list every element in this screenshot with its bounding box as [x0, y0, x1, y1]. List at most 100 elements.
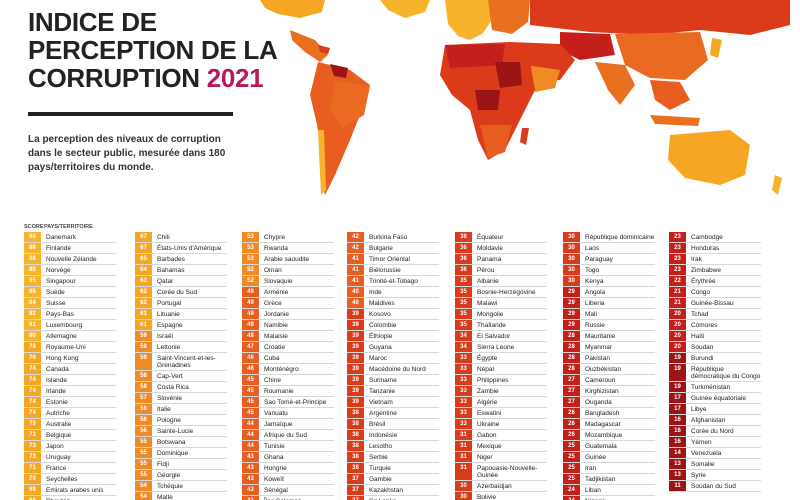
country-cell: Somalie: [691, 460, 715, 468]
table-row: 23 Honduras: [669, 243, 761, 254]
country-cell: Sainte-Lucie: [157, 427, 194, 435]
table-row: 25 Guinée: [563, 452, 655, 463]
score-cell: 26: [563, 419, 580, 429]
map-region-north-america: [260, 0, 325, 18]
score-cell: 17: [669, 393, 686, 403]
table-row: 44 Tunisie: [242, 441, 334, 452]
table-row: 46 Cuba: [242, 353, 334, 364]
table-row: 38 Indonésie: [347, 430, 439, 441]
country-cell: Nigeria: [580, 496, 655, 500]
table-row: 84 Suisse: [24, 298, 116, 309]
table-row: 24 Liban: [563, 485, 655, 496]
score-cell: 38: [347, 430, 364, 440]
table-row: 39 Éthiopie: [347, 331, 439, 342]
table-row: 39 Tanzanie: [347, 386, 439, 397]
country-cell: Suisse: [46, 299, 66, 307]
country-cell: France: [46, 464, 67, 472]
country-cell: Lituanie: [157, 310, 180, 318]
country-cell: Burkina Faso: [369, 233, 408, 241]
table-row: 26 Mozambique: [563, 430, 655, 441]
score-cell: 57: [135, 393, 152, 403]
country-cell: Algérie: [477, 398, 498, 406]
score-cell: 28: [563, 331, 580, 341]
table-header-spacer: [242, 222, 334, 232]
table-row: 85 Norvège: [24, 265, 116, 276]
score-cell: 65: [135, 254, 152, 264]
table-row: 27 Ouganda: [563, 397, 655, 408]
table-row: 36 Pérou: [455, 265, 547, 276]
table-row: 59 Israël: [135, 331, 227, 342]
score-cell: 38: [347, 419, 364, 429]
table-row: 54 Malte: [135, 492, 227, 500]
country-cell: Égypte: [477, 354, 498, 362]
score-cell: 73: [24, 441, 41, 451]
table-row: 30 Kenya: [563, 276, 655, 287]
score-cell: 30: [563, 232, 580, 242]
map-region-caribbean: [318, 45, 330, 54]
table-row: 74 Irlande: [24, 386, 116, 397]
country-cell: Népal: [477, 365, 494, 373]
country-cell: Niger: [477, 453, 493, 461]
score-cell: 36: [455, 265, 472, 275]
score-cell: 76: [24, 353, 41, 363]
table-row: 61 Espagne: [135, 320, 227, 331]
table-row: 36 Moldavie: [455, 243, 547, 254]
score-cell: 26: [563, 430, 580, 440]
country-cell: Bosnie-Herzégovine: [477, 288, 536, 296]
country-cell: Allemagne: [46, 332, 77, 340]
map-region-venezuela: [330, 64, 348, 78]
country-cell: Cambodge: [691, 233, 723, 241]
country-cell: Espagne: [157, 321, 183, 329]
country-cell: Îles Salomon: [259, 496, 334, 500]
map-region-japan: [710, 38, 722, 58]
country-cell: Vietnam: [369, 398, 393, 406]
table-row: 30 Paraguay: [563, 254, 655, 265]
table-row: 56 Italie: [135, 404, 227, 415]
table-column: 67 Chili 67 États-Unis d'Amérique 65 Barbades…: [135, 222, 227, 500]
table-row: 67 États-Unis d'Amérique: [135, 243, 227, 254]
score-cell: 16: [669, 437, 686, 447]
score-cell: 45: [242, 375, 259, 385]
score-cell: 28: [563, 342, 580, 352]
country-cell: Qatar: [157, 277, 174, 285]
score-cell: 81: [24, 320, 41, 330]
table-row: 38 Brésil: [347, 419, 439, 430]
country-cell: Moldavie: [477, 244, 504, 252]
score-cell: 73: [24, 419, 41, 429]
score-cell: 13: [669, 459, 686, 469]
table-row: 45 Chine: [242, 375, 334, 386]
country-cell: Fidji: [157, 460, 169, 468]
table-column: 36 Équateur 36 Moldavie 36 Panama 36 Pérou 35 Alb…: [455, 222, 547, 500]
country-cell: Koweït: [264, 475, 284, 483]
score-cell: 33: [455, 364, 472, 374]
table-header-spacer: [455, 222, 547, 232]
table-row: 39 Vietnam: [347, 397, 439, 408]
country-cell: Serbie: [369, 453, 388, 461]
map-region-central-africa: [475, 90, 500, 110]
map-region-australia: [668, 130, 750, 185]
country-cell: Russie: [585, 321, 605, 329]
country-cell: Croatie: [264, 343, 285, 351]
table-row: 43 Koweït: [242, 474, 334, 485]
country-cell: Lettonie: [157, 343, 181, 351]
country-cell: Belgique: [46, 431, 72, 439]
country-cell: Myanmar: [585, 343, 613, 351]
score-cell: 43: [242, 496, 259, 500]
table-row: 74 Autriche: [24, 408, 116, 419]
country-cell: Chili: [157, 233, 170, 241]
score-cell: 74: [24, 375, 41, 385]
table-row: 80 Allemagne: [24, 331, 116, 342]
table-row: 55 Botswana: [135, 437, 227, 448]
country-cell: Cap-Vert: [157, 372, 183, 380]
country-cell: République démocratique du Congo: [691, 365, 761, 380]
country-cell: Laos: [585, 244, 600, 252]
table-row: 39 Guyana: [347, 342, 439, 353]
score-cell: 55: [135, 448, 152, 458]
table-row: 20 Comores: [669, 320, 761, 331]
table-row: 64 Bahamas: [135, 265, 227, 276]
table-row: 37 Kazakhstan: [347, 485, 439, 496]
score-cell: 31: [455, 441, 472, 451]
table-row: 38 Lesotho: [347, 441, 439, 452]
table-row: 74 Islande: [24, 375, 116, 386]
country-cell: Zambie: [477, 387, 499, 395]
